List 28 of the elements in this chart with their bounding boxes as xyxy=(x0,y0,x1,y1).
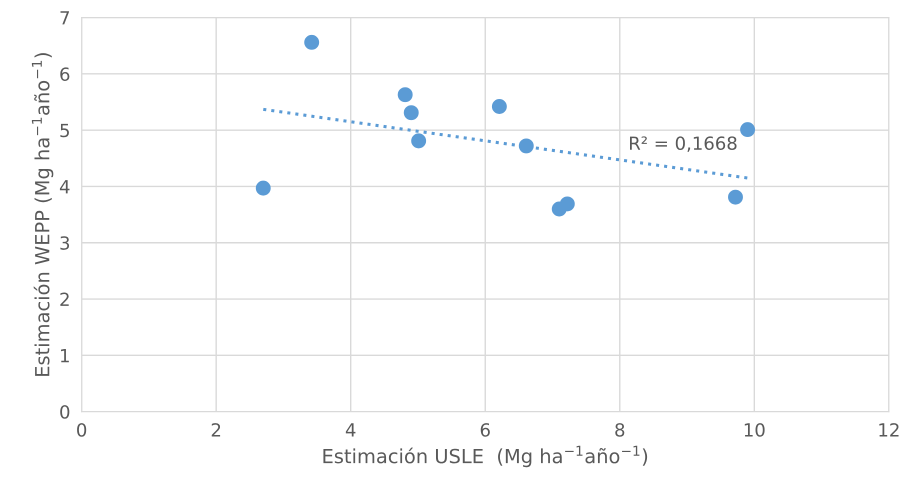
y-tick-label: 2 xyxy=(60,292,69,306)
y-tick-label: 1 xyxy=(61,349,69,362)
point xyxy=(411,133,426,148)
point xyxy=(560,196,575,212)
point xyxy=(404,105,419,120)
x-tick-label: 6 xyxy=(480,423,490,437)
y-tick-label: 7 xyxy=(60,11,69,24)
x-tick-label: 4 xyxy=(346,423,356,436)
point xyxy=(740,122,756,138)
point xyxy=(492,99,507,114)
y-tick-label: 5 xyxy=(60,124,69,138)
x-axis-title: Estimación USLE (Mg ha$^{−1}$año$^{−1}$) xyxy=(323,446,648,468)
point xyxy=(518,138,534,154)
y-tick-label: 4 xyxy=(60,180,70,194)
point xyxy=(728,190,743,205)
point xyxy=(304,34,320,50)
point xyxy=(398,87,413,102)
annotation: R² = 0,1668 xyxy=(630,136,737,152)
x-tick-label: 8 xyxy=(615,423,624,437)
y-axis-title: Estimación WEPP (Mg ha$^{−1}$año$^{−1}$) xyxy=(32,53,54,376)
y-tick-label: 6 xyxy=(60,67,70,81)
y-tick-label: 3 xyxy=(60,236,70,250)
x-tick-label: 10 xyxy=(744,423,765,437)
y-tick-label: 0 xyxy=(60,405,70,419)
point xyxy=(256,180,271,196)
x-tick-label: 0 xyxy=(77,423,86,437)
x-tick-label: 12 xyxy=(879,423,899,436)
x-tick-label: 2 xyxy=(212,423,220,436)
